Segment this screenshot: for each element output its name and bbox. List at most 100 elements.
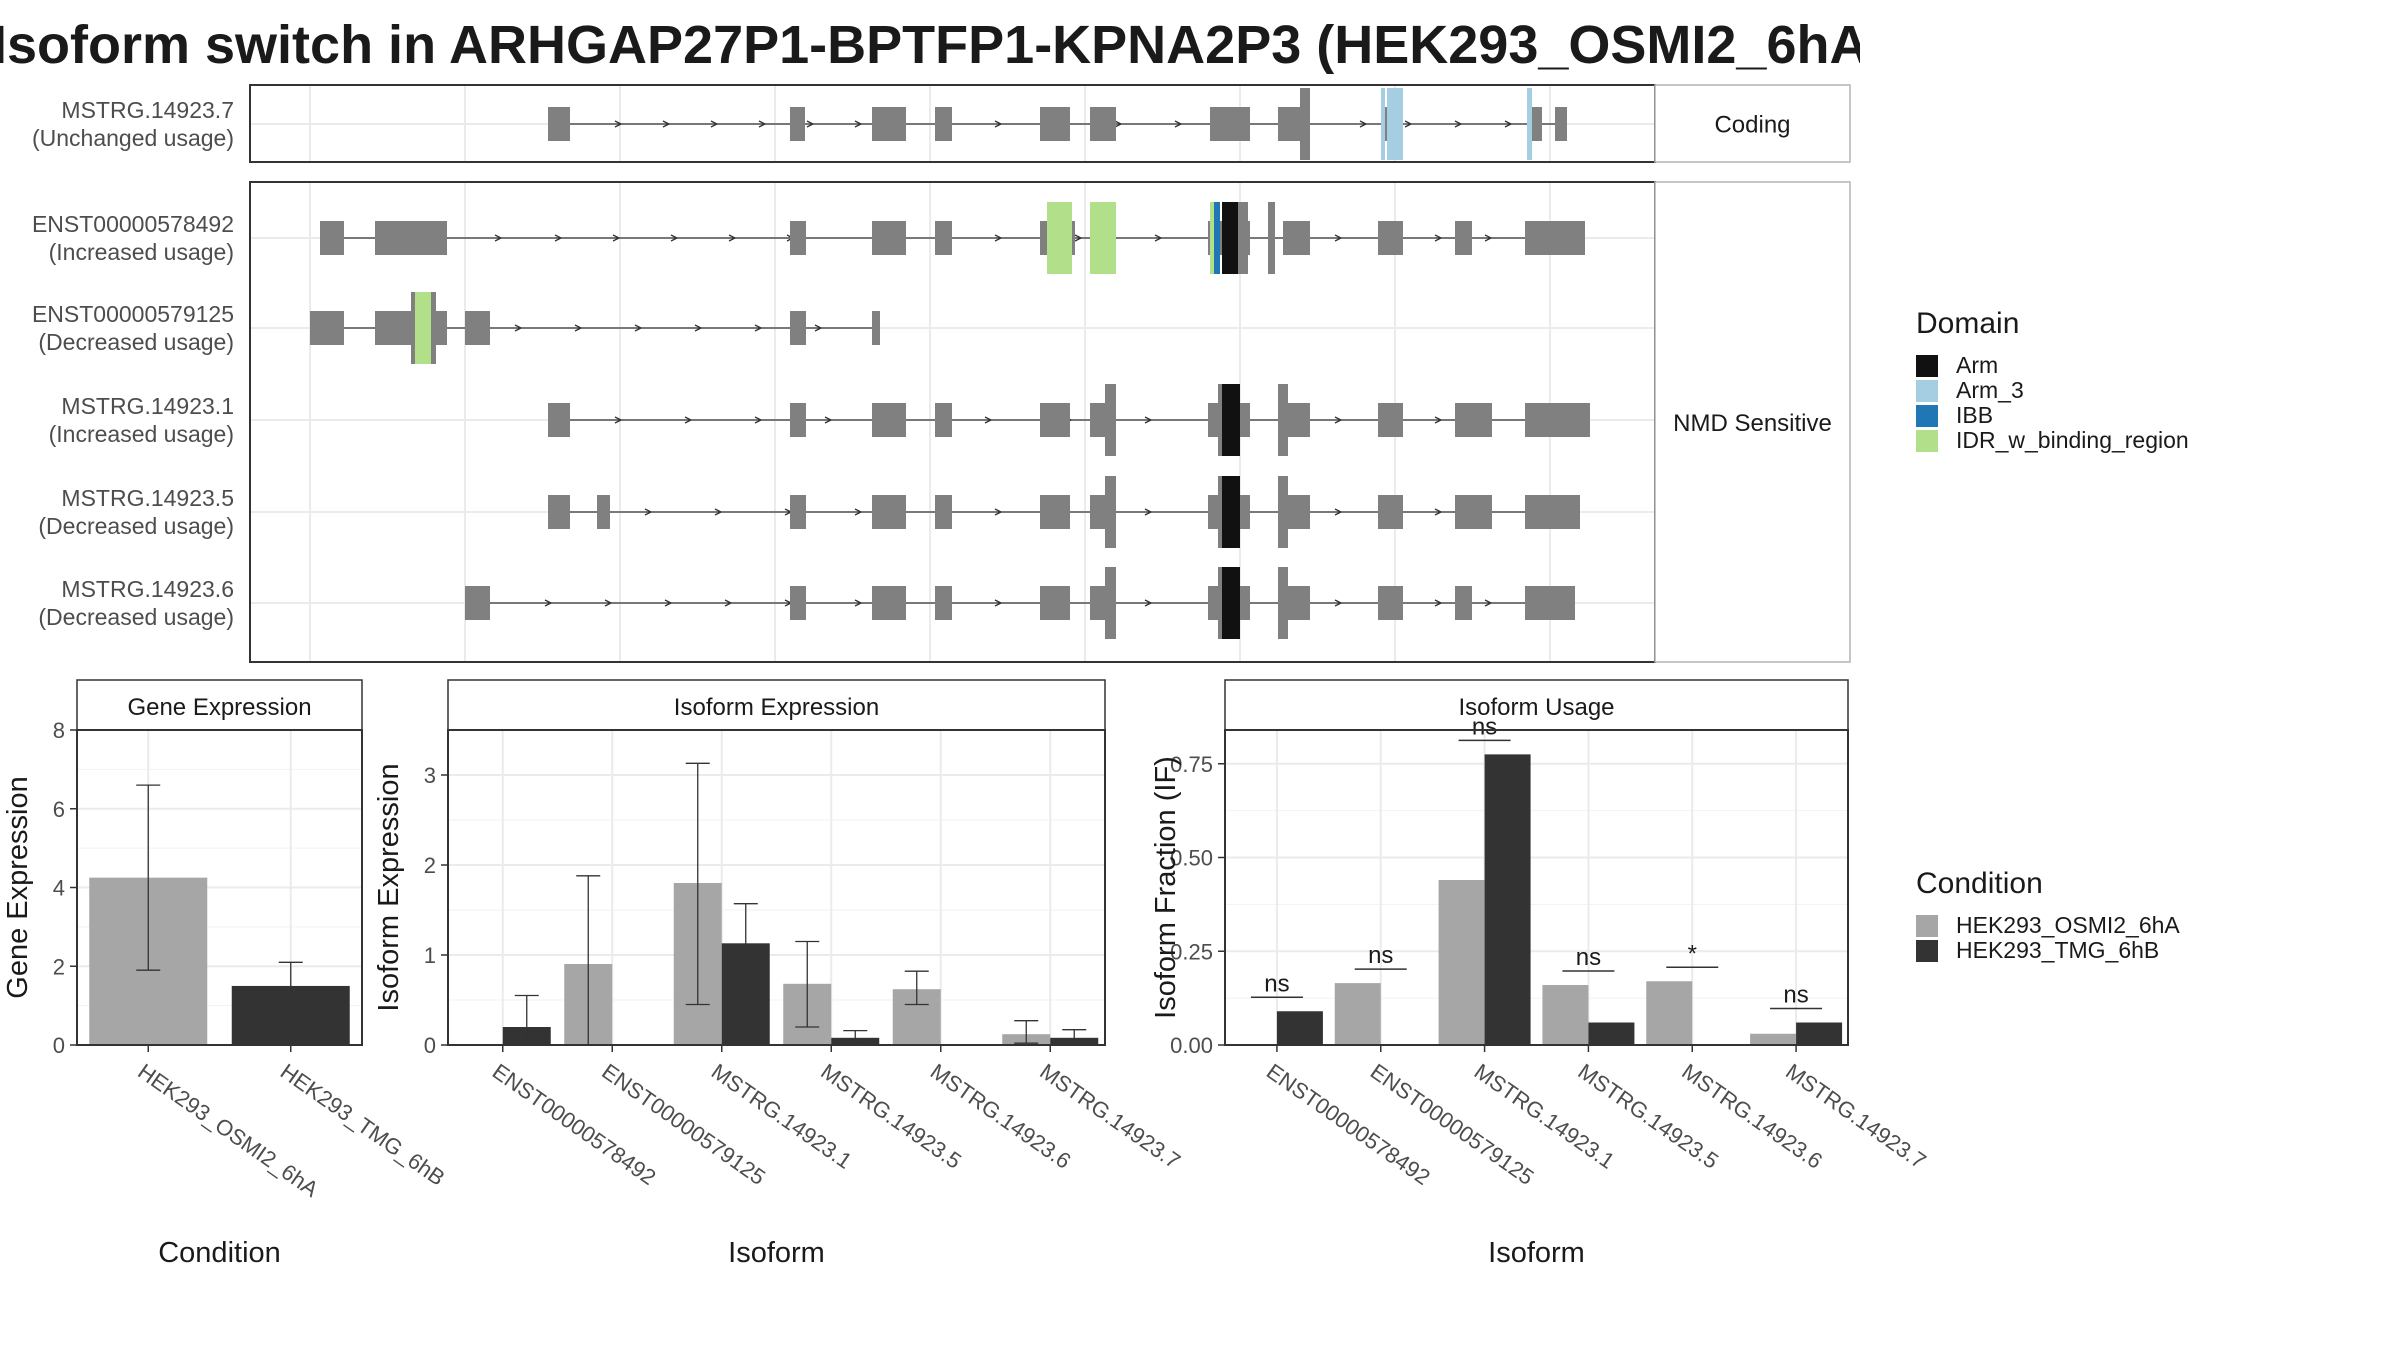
transcript-ENST00000578492: ENST00000578492 (Increased usage)	[32, 202, 1655, 274]
intron-direction-arrow	[1434, 416, 1443, 424]
x-axis-title: Condition	[158, 1237, 281, 1269]
legend-key	[1916, 915, 1938, 937]
intron-direction-arrow	[1144, 508, 1153, 516]
coding-exon	[1300, 88, 1310, 160]
utr-exon	[790, 221, 806, 255]
intron-direction-arrow	[854, 599, 863, 607]
bar	[1334, 983, 1381, 1045]
utr-exon	[320, 221, 344, 255]
utr-exon	[1278, 107, 1300, 141]
y-tick-label: 1	[424, 943, 436, 968]
error-bar	[795, 940, 820, 1028]
y-tick-label: 4	[53, 876, 65, 901]
error-bar	[733, 903, 758, 980]
intron-direction-arrow	[758, 120, 767, 128]
intron-direction-arrow	[806, 120, 815, 128]
intron-direction-arrow	[664, 599, 673, 607]
utr-exon	[790, 311, 806, 345]
error-bar	[136, 784, 161, 971]
domain-Arm	[1222, 476, 1240, 548]
bar	[1588, 1022, 1635, 1045]
coding-exon	[1238, 202, 1248, 274]
bar	[1484, 754, 1531, 1045]
utr-exon	[1525, 403, 1590, 437]
transcript-name: ENST00000578492	[32, 211, 234, 237]
utr-exon	[1210, 107, 1250, 141]
utr-exon	[1040, 586, 1070, 620]
coding-exon	[1105, 567, 1116, 639]
intron-direction-arrow	[1334, 234, 1343, 242]
intron-direction-arrow	[514, 324, 523, 332]
domain-Arm_3	[1387, 88, 1403, 160]
utr-exon	[597, 495, 610, 529]
transcript-label: ENST00000578492 (Increased usage)	[32, 211, 234, 265]
utr-exon	[872, 107, 906, 141]
transcript-MSTRG.14923.5: MSTRG.14923.5 (Decreased usage)	[38, 476, 1655, 548]
utr-exon	[1378, 586, 1403, 620]
transcript-usage: (Increased usage)	[49, 239, 234, 265]
coding-exon	[1105, 384, 1116, 456]
y-tick-label: 0.00	[1170, 1033, 1213, 1058]
intron-direction-arrow	[694, 324, 703, 332]
intron-direction-arrow	[714, 508, 723, 516]
utr-exon	[1378, 495, 1403, 529]
utr-exon	[1455, 221, 1472, 255]
structure-panel-background	[250, 182, 1655, 662]
legend-key	[1916, 355, 1938, 377]
intron-direction-arrow	[670, 234, 679, 242]
y-tick-label: 6	[53, 797, 65, 822]
y-tick-label: 8	[53, 718, 65, 743]
significance-label: ns	[1368, 942, 1393, 969]
y-tick-label: 0	[424, 1033, 436, 1058]
utr-exon	[872, 221, 906, 255]
bar	[1750, 1033, 1797, 1045]
error-bar	[904, 970, 929, 1006]
transcript-name: MSTRG.14923.1	[61, 393, 234, 419]
error-bar	[1014, 1020, 1039, 1044]
intron-direction-arrow	[824, 416, 833, 424]
utr-exon	[1283, 221, 1310, 255]
utr-exon	[465, 311, 490, 345]
intron-direction-arrow	[728, 234, 737, 242]
utr-exon	[1378, 403, 1403, 437]
domain-IDR_w_binding_region	[1090, 202, 1116, 274]
intron-direction-arrow	[994, 508, 1003, 516]
intron-direction-arrow	[634, 324, 643, 332]
intron-direction-arrow	[1504, 120, 1513, 128]
intron-direction-arrow	[1144, 416, 1153, 424]
utr-exon	[872, 311, 880, 345]
utr-exon	[935, 586, 952, 620]
significance-label: ns	[1264, 970, 1289, 997]
intron-direction-arrow	[1174, 120, 1183, 128]
utr-exon	[935, 495, 952, 529]
intron-direction-arrow	[1434, 508, 1443, 516]
significance-label: ns	[1472, 713, 1497, 740]
intron-direction-arrow	[724, 599, 733, 607]
intron-direction-arrow	[644, 508, 653, 516]
legend-key	[1916, 405, 1938, 427]
intron-direction-arrow	[984, 416, 993, 424]
intron-direction-arrow	[1334, 599, 1343, 607]
utr-exon	[1455, 586, 1472, 620]
panel-title: Gene Expression	[127, 694, 311, 721]
coding-exon	[1268, 202, 1275, 274]
strip-label-box	[1654, 181, 1851, 663]
legend-title: Domain	[1916, 307, 2019, 340]
legend-item-label: Arm	[1956, 352, 1998, 378]
chart-title: Isoform switch in ARHGAP27P1-BPTFP1-KPNA…	[0, 15, 1860, 75]
transcript-ENST00000579125: ENST00000579125 (Decreased usage)	[32, 292, 1655, 364]
transcript-usage: (Decreased usage)	[38, 513, 234, 539]
utr-exon	[1278, 586, 1310, 620]
intron-direction-arrow	[612, 234, 621, 242]
intron-direction-arrow	[1434, 234, 1443, 242]
legend-item-label: Arm_3	[1956, 377, 2024, 403]
significance-label: ns	[1576, 944, 1601, 971]
facet-strip	[447, 679, 1106, 731]
transcript-name: ENST00000579125	[32, 301, 234, 327]
bar	[1542, 985, 1589, 1045]
significance-label: *	[1688, 940, 1697, 967]
utr-exon	[1525, 221, 1585, 255]
utr-exon	[548, 403, 570, 437]
significance-label: ns	[1783, 982, 1808, 1009]
